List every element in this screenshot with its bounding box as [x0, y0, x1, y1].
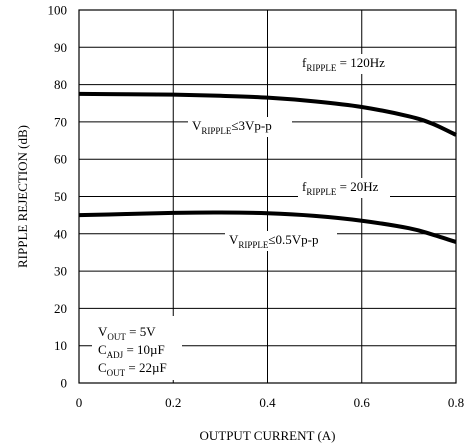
tick-labels: 0 10 20 30 40 50 60 70 80 90 100 0 0.2 0.4 0.6 0.8 — [48, 3, 465, 411]
annotation-v05: VRIPPLE≤0.5Vp-p — [229, 232, 319, 250]
x-tick-label: 0.4 — [259, 395, 276, 410]
annotation-background — [225, 231, 337, 251]
annotation-background — [188, 117, 292, 137]
x-tick-label: 0.8 — [448, 395, 464, 410]
x-tick-label: 0.2 — [165, 395, 181, 410]
y-tick-label: 30 — [54, 264, 67, 279]
y-tick-label: 60 — [54, 152, 67, 167]
y-tick-label: 100 — [48, 3, 68, 18]
y-tick-label: 90 — [54, 40, 67, 55]
series-lines — [78, 91, 457, 244]
y-tick-label: 0 — [61, 376, 68, 391]
condition-1: VOUT = 5V — [98, 324, 156, 342]
y-tick-label: 70 — [54, 114, 67, 129]
x-tick-label: 0 — [76, 395, 83, 410]
annotation-v3: VRIPPLE≤3Vp-p — [192, 118, 272, 136]
y-axis-title: RIPPLE REJECTION (dB) — [15, 125, 30, 268]
series-line-1 — [78, 91, 457, 137]
y-tick-label: 20 — [54, 301, 67, 316]
annotations: fRIPPLE = 120Hz VRIPPLE≤3Vp-p fRIPPLE = 20… — [92, 54, 396, 380]
annotation-f120: fRIPPLE = 120Hz — [302, 55, 385, 73]
annotation-background — [298, 178, 390, 198]
condition-2: CADJ = 10µF — [98, 342, 165, 360]
x-axis-title: OUTPUT CURRENT (A) — [199, 428, 335, 443]
plot-frame — [78, 9, 457, 384]
y-tick-label: 10 — [54, 338, 67, 353]
condition-3: COUT = 22µF — [98, 360, 167, 378]
x-tick-label: 0.6 — [354, 395, 371, 410]
y-tick-label: 40 — [54, 226, 67, 241]
y-tick-label: 50 — [54, 189, 67, 204]
y-tick-label: 80 — [54, 77, 67, 92]
annotation-f20: fRIPPLE = 20Hz — [302, 179, 379, 197]
annotation-background — [298, 54, 396, 74]
conditions-background — [92, 316, 182, 380]
series-line-2 — [78, 210, 457, 244]
